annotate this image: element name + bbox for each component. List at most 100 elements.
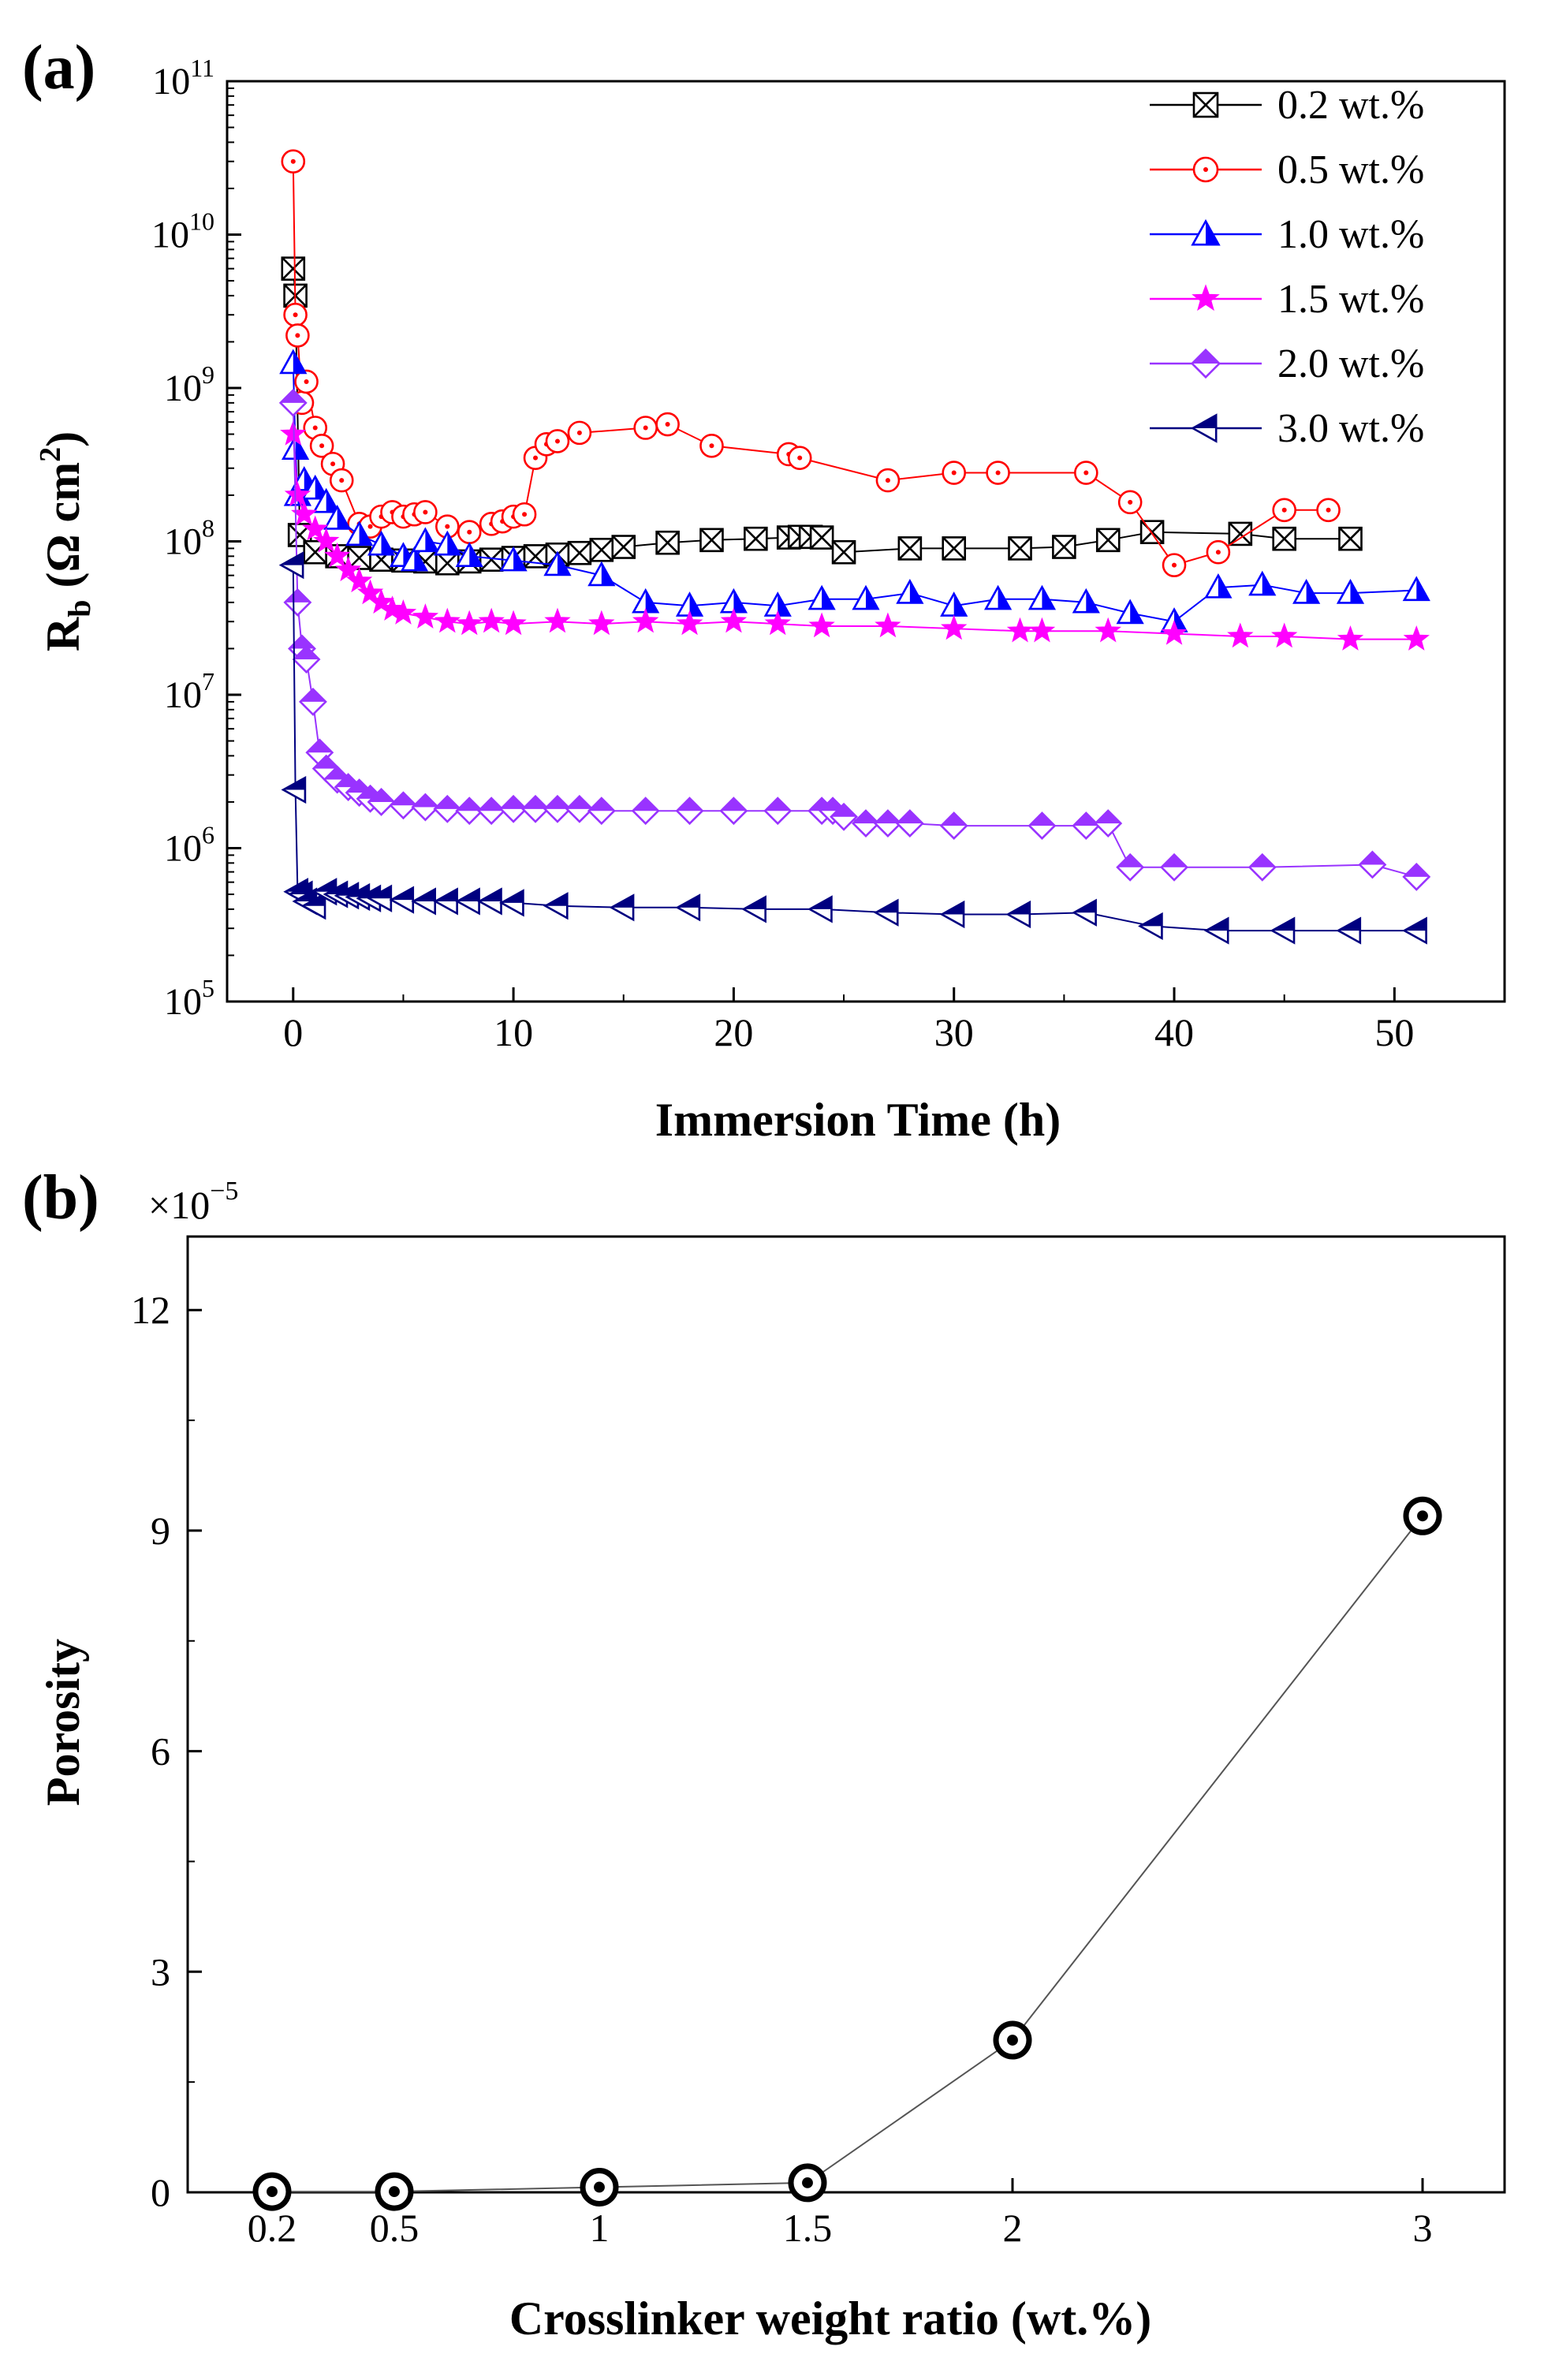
marker-diamond-half: [307, 740, 333, 753]
data-point: [611, 535, 636, 559]
marker-star: [500, 610, 527, 636]
data-point: [456, 610, 483, 636]
data-point: [1162, 553, 1187, 577]
marker-triangle-left-half: [1404, 918, 1427, 931]
x-tick-label: 20: [714, 1010, 753, 1054]
data-point: [281, 149, 306, 173]
data-point: [457, 520, 482, 544]
y-axis-label: Rb (Ω cm2): [34, 431, 97, 651]
marker-dot: [1215, 550, 1221, 555]
legend-marker: [1192, 156, 1219, 183]
marker-triangle-left-half: [434, 889, 457, 901]
marker-star: [313, 527, 340, 553]
x-tick-label: 10: [494, 1010, 533, 1054]
marker-diamond-half: [457, 798, 483, 811]
marker-star: [941, 614, 968, 640]
marker-triangle-half: [1130, 601, 1143, 623]
data-point: [675, 796, 704, 826]
marker-cross: [655, 531, 680, 555]
marker-star: [1337, 625, 1364, 651]
data-point: [1272, 498, 1296, 523]
marker-cross: [1140, 520, 1165, 544]
marker-cross: [611, 535, 636, 559]
marker-triangle-left-half: [1272, 918, 1295, 931]
data-point: [309, 433, 334, 458]
data-point: [655, 412, 680, 437]
marker-star: [1161, 620, 1188, 645]
data-point: [499, 546, 528, 572]
marker-triangle-half: [1416, 578, 1429, 600]
marker-dot: [995, 470, 1001, 476]
data-point: [744, 526, 768, 551]
data-point: [939, 811, 968, 841]
marker-dot: [554, 438, 560, 444]
marker-star: [1271, 622, 1298, 648]
marker-diamond-half: [830, 804, 857, 817]
y-tick-label: 109: [164, 360, 214, 409]
marker-dot: [1083, 470, 1089, 476]
data-point: [1028, 617, 1056, 643]
y-tick-exponent: 7: [202, 667, 214, 696]
data-point: [1204, 573, 1233, 599]
data-point: [852, 809, 880, 838]
marker-diamond-half: [1161, 854, 1188, 867]
data-point: [1161, 620, 1188, 645]
data-point: [411, 527, 439, 553]
data-point: [1403, 625, 1430, 651]
marker-dot: [312, 425, 318, 431]
marker-triangle-left-half: [347, 885, 369, 897]
data-point: [699, 528, 724, 553]
marker-star: [302, 515, 329, 541]
marker-triangle-left-half: [336, 883, 358, 896]
x-axis-label: Immersion Time (h): [655, 1094, 1061, 1146]
panel-label-b: (b): [22, 1163, 99, 1233]
data-point: [329, 468, 354, 493]
marker-triangle-left-half: [479, 889, 502, 901]
marker-dot: [533, 455, 539, 461]
data-point: [1227, 622, 1254, 648]
data-point: [279, 349, 308, 375]
data-point: [390, 599, 417, 625]
marker-star: [544, 607, 571, 633]
data-point: [633, 416, 658, 440]
marker-diamond-half: [721, 798, 747, 811]
data-point: [1139, 520, 1165, 544]
y-tick-base: 10: [164, 521, 202, 563]
data-point: [411, 793, 440, 822]
marker-dot: [709, 443, 714, 449]
marker-triangle-left-half: [1338, 918, 1360, 931]
legend-marker: [1191, 218, 1221, 246]
marker-diamond-half: [588, 798, 614, 811]
legend-marker: [1190, 348, 1221, 379]
marker-diamond-half: [632, 798, 658, 811]
marker-triangle-half: [822, 587, 834, 610]
data-point: [897, 536, 923, 561]
data-point: [323, 505, 352, 530]
marker-dot: [797, 455, 803, 461]
data-point: [873, 809, 902, 838]
marker-dot: [1326, 507, 1331, 513]
marker-cross: [1338, 527, 1363, 551]
data-point: [389, 791, 418, 820]
marker-cross: [699, 528, 724, 552]
marker-diamond-half: [875, 811, 901, 824]
y-tick-label: 3: [151, 1949, 170, 1994]
marker-triangle-half: [778, 593, 790, 616]
data-point: [719, 796, 748, 826]
data-point: [942, 461, 967, 485]
data-point: [580, 2167, 619, 2207]
marker-triangle-left-half: [1008, 902, 1030, 915]
y-tick-label: 108: [164, 514, 214, 563]
marker-dot: [423, 509, 428, 515]
data-point: [587, 796, 616, 826]
x-tick-label: 30: [934, 1010, 974, 1054]
data-point: [285, 323, 310, 348]
marker-triangle-left-half: [875, 900, 898, 913]
marker-star: [1028, 617, 1056, 643]
data-point: [1316, 498, 1341, 523]
legend: 0.2 wt.% 0.5 wt.% 1.0 wt.% 1.5 wt.% 2.0 wt.%…: [1150, 83, 1424, 451]
data-point: [478, 607, 505, 633]
legend-label: 0.5 wt.%: [1277, 147, 1424, 192]
